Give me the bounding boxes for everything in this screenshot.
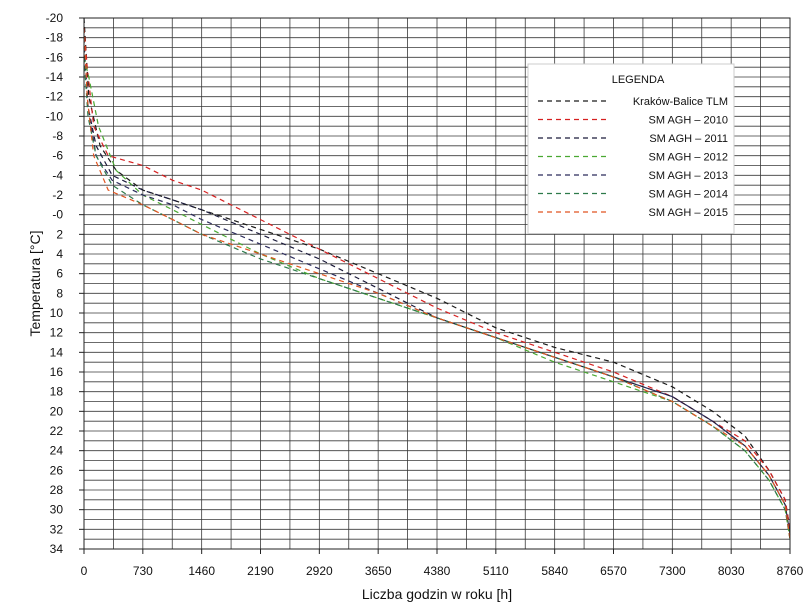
x-tick-label: 8030: [718, 564, 745, 578]
x-tick-label: 5840: [541, 564, 568, 578]
y-tick-label: -18: [46, 31, 64, 45]
series-layer: [83, 17, 791, 540]
legend-label: SM AGH – 2012: [649, 152, 729, 164]
x-tick-label: 4380: [424, 564, 451, 578]
y-tick-label: 2: [56, 227, 63, 241]
y-tick-label: 18: [50, 385, 64, 399]
legend-label: Kraków-Balice TLM: [633, 96, 728, 108]
legend-label: SM AGH – 2010: [649, 115, 729, 127]
y-tick-label: -20: [46, 11, 64, 25]
y-tick-label: 28: [50, 483, 64, 497]
y-tick-label: 12: [50, 326, 64, 340]
y-tick-label: -8: [52, 129, 63, 143]
x-tick-label: 8760: [777, 564, 804, 578]
legend-items: Kraków-Balice TLM SM AGH – 2010 SM AGH – 2…: [538, 96, 728, 219]
legend-box: [527, 63, 735, 234]
y-tick-label: 14: [50, 345, 64, 359]
y-tick-label: -4: [52, 168, 63, 182]
legend-label: SM AGH – 2015: [649, 207, 729, 219]
y-tick-label: 8: [56, 286, 63, 300]
y-tick-label: -12: [46, 90, 64, 104]
y-tick-label: -0: [52, 208, 63, 222]
x-tick-label: 5110: [483, 564, 509, 578]
y-tick-label: 20: [50, 404, 64, 418]
x-tick-label: 2190: [247, 564, 274, 578]
legend-title: LEGENDA: [612, 74, 665, 86]
x-axis-title: Liczba godzin w roku [h]: [362, 586, 512, 602]
x-tick-label: 0: [81, 564, 88, 578]
y-tick-label: 32: [50, 522, 64, 536]
y-tick-label: -10: [46, 109, 64, 123]
y-tick-label: 22: [50, 424, 64, 438]
series-line: [83, 27, 791, 540]
y-axis-ticks: -20-18-16-14-12-10-8-6-4-2-0246810121416…: [46, 11, 84, 556]
x-tick-label: 730: [133, 564, 153, 578]
legend-label: SM AGH – 2011: [649, 133, 728, 145]
series-line: [83, 27, 791, 530]
y-tick-label: 24: [50, 444, 64, 458]
series-line: [83, 17, 791, 530]
x-tick-label: 6570: [600, 564, 627, 578]
series-line: [83, 57, 791, 540]
y-tick-label: 4: [56, 247, 63, 261]
y-tick-label: -14: [46, 70, 64, 84]
legend-label: SM AGH – 2013: [649, 170, 729, 182]
y-tick-label: -2: [52, 188, 63, 202]
y-tick-label: -6: [52, 149, 63, 163]
y-tick-label: 34: [50, 542, 64, 556]
x-tick-label: 2920: [306, 564, 333, 578]
x-tick-label: 1460: [188, 564, 215, 578]
y-tick-label: 6: [56, 267, 63, 281]
series-line: [83, 47, 791, 535]
y-tick-label: -16: [46, 50, 64, 64]
x-tick-label: 7300: [659, 564, 686, 578]
y-tick-label: 30: [50, 503, 64, 517]
y-tick-label: 16: [50, 365, 64, 379]
x-tick-label: 3650: [365, 564, 392, 578]
y-tick-label: 10: [50, 306, 64, 320]
legend-label: SM AGH – 2014: [649, 189, 729, 201]
y-tick-label: 26: [50, 463, 64, 477]
legend: LEGENDA Kraków-Balice TLM SM AGH – 2010 SM…: [527, 63, 735, 234]
y-axis-title: Temperatura [°C]: [27, 231, 43, 337]
x-axis-ticks: 0 730 1460 2190 2920 3650 4380 5110 5840 6570 7300…: [81, 549, 804, 578]
